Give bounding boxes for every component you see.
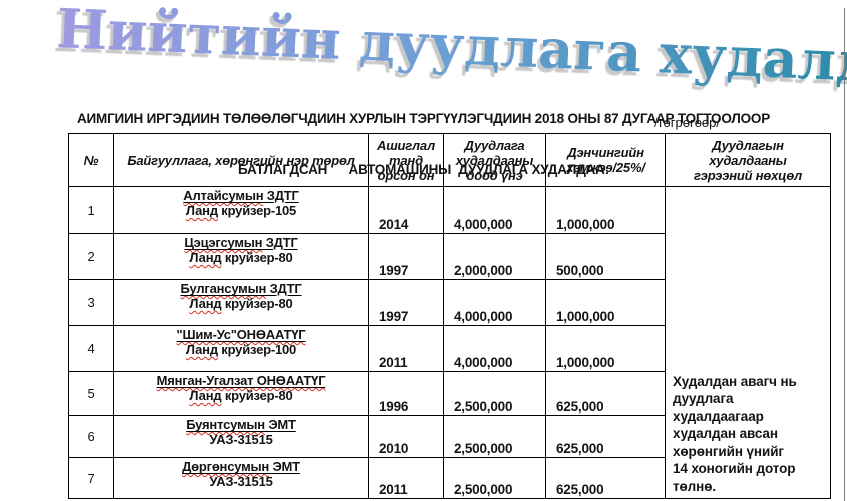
cell-num: 7 <box>68 457 114 499</box>
contract-condition-cell: Худалдан авагч нь дуудлага худалдаагаар … <box>665 186 831 499</box>
cell-num: 2 <box>68 233 114 280</box>
column-header-year: Ашиглал танд орсон он <box>368 133 444 187</box>
org-name: Дөргөнсумын ЭМТ <box>182 459 300 474</box>
table-row: 3 Булгансумын ЗДТГ Ланд круйзер-80 1997 … <box>68 279 831 326</box>
decree-heading-line1: АИМГИИН ИРГЭДИИН ТӨЛӨӨЛӨГЧДИИН ХУРЛЫН ТЭ… <box>77 111 770 126</box>
cell-min-price: 2,500,000 <box>443 457 546 499</box>
org-name: Буянтсумын ЭМТ <box>186 417 296 432</box>
cell-year: 1997 <box>368 233 444 280</box>
cell-deposit: 1,000,000 <box>545 325 666 372</box>
cell-org: "Шим-Ус"ОНӨААТҮГ Ланд круйзер-100 <box>113 325 369 372</box>
cell-deposit: 625,000 <box>545 371 666 416</box>
cell-deposit: 625,000 <box>545 415 666 458</box>
cell-deposit: 625,000 <box>545 457 666 499</box>
vehicle-name: УАЗ-31515 <box>209 474 273 489</box>
org-name: "Шим-Ус"ОНӨААТҮГ <box>176 327 306 342</box>
cell-deposit: 500,000 <box>545 233 666 280</box>
org-name: Цэцэгсумын ЗДТГ <box>184 235 298 250</box>
vehicle-name: Ланд круйзер-80 <box>189 250 293 265</box>
cell-num: 3 <box>68 279 114 326</box>
org-name: Мянган-Угалзат ОНӨААТҮГ <box>156 373 326 388</box>
cell-min-price: 4,000,000 <box>443 279 546 326</box>
cell-year: 2011 <box>368 325 444 372</box>
cell-org: Булгансумын ЗДТГ Ланд круйзер-80 <box>113 279 369 326</box>
vehicle-name: Ланд круйзер-80 <box>189 296 293 311</box>
cell-min-price: 4,000,000 <box>443 186 546 234</box>
column-header-org: Байгууллага, хөрөнгийн нэр төрөл <box>113 133 369 187</box>
column-header-min-price: Дуудлага худалдааны доод үнэ <box>443 133 546 187</box>
column-header-num: № <box>68 133 114 187</box>
cell-deposit: 1,000,000 <box>545 186 666 234</box>
org-name: Булгансумын ЗДТГ <box>180 281 302 296</box>
cell-year: 2011 <box>368 457 444 499</box>
cell-org: Мянган-Угалзат ОНӨААТҮГ Ланд круйзер-80 <box>113 371 369 416</box>
cell-num: 6 <box>68 415 114 458</box>
cell-num: 4 <box>68 325 114 372</box>
cell-deposit: 1,000,000 <box>545 279 666 326</box>
cell-year: 2010 <box>368 415 444 458</box>
cell-year: 1996 <box>368 371 444 416</box>
table-row: 4 "Шим-Ус"ОНӨААТҮГ Ланд круйзер-100 2011… <box>68 325 831 372</box>
table-header-row: № Байгууллага, хөрөнгийн нэр төрөл Ашигл… <box>68 133 831 187</box>
org-name: Алтайсумын ЗДТГ <box>183 188 299 203</box>
column-header-condition: Дуудлагын худалдааны гэрээний нөхцөл <box>665 133 831 187</box>
cell-year: 2014 <box>368 186 444 234</box>
cell-min-price: 2,000,000 <box>443 233 546 280</box>
page-border-line <box>844 8 845 501</box>
currency-note: /төгрөгөөр/ <box>653 115 720 130</box>
cell-min-price: 2,500,000 <box>443 371 546 416</box>
column-header-deposit: Дэнчингийн хэмжээ/25%/ <box>545 133 666 187</box>
cell-org: Дөргөнсумын ЭМТ УАЗ-31515 <box>113 457 369 499</box>
cell-org: Цэцэгсумын ЗДТГ Ланд круйзер-80 <box>113 233 369 280</box>
table-row: 6 Буянтсумын ЭМТ УАЗ-31515 2010 2,500,00… <box>68 415 831 458</box>
cell-num: 5 <box>68 371 114 416</box>
cell-org: Буянтсумын ЭМТ УАЗ-31515 <box>113 415 369 458</box>
vehicle-name: Ланд круйзер-100 <box>185 342 297 357</box>
cell-num: 1 <box>68 186 114 234</box>
table-row: 7 Дөргөнсумын ЭМТ УАЗ-31515 2011 2,500,0… <box>68 457 831 499</box>
table-row: 1 Алтайсумын ЗДТГ Ланд круйзер-105 2014 … <box>68 186 831 499</box>
cell-min-price: 2,500,000 <box>443 415 546 458</box>
vehicle-name: Ланд круйзер-80 <box>189 388 293 403</box>
auction-table: № Байгууллага, хөрөнгийн нэр төрөл Ашигл… <box>68 133 831 499</box>
vehicle-name: УАЗ-31515 <box>209 432 273 447</box>
vehicle-name: Ланд круйзер-105 <box>185 203 297 218</box>
cell-min-price: 4,000,000 <box>443 325 546 372</box>
cell-org: Алтайсумын ЗДТГ Ланд круйзер-105 <box>113 186 369 234</box>
cell-year: 1997 <box>368 279 444 326</box>
